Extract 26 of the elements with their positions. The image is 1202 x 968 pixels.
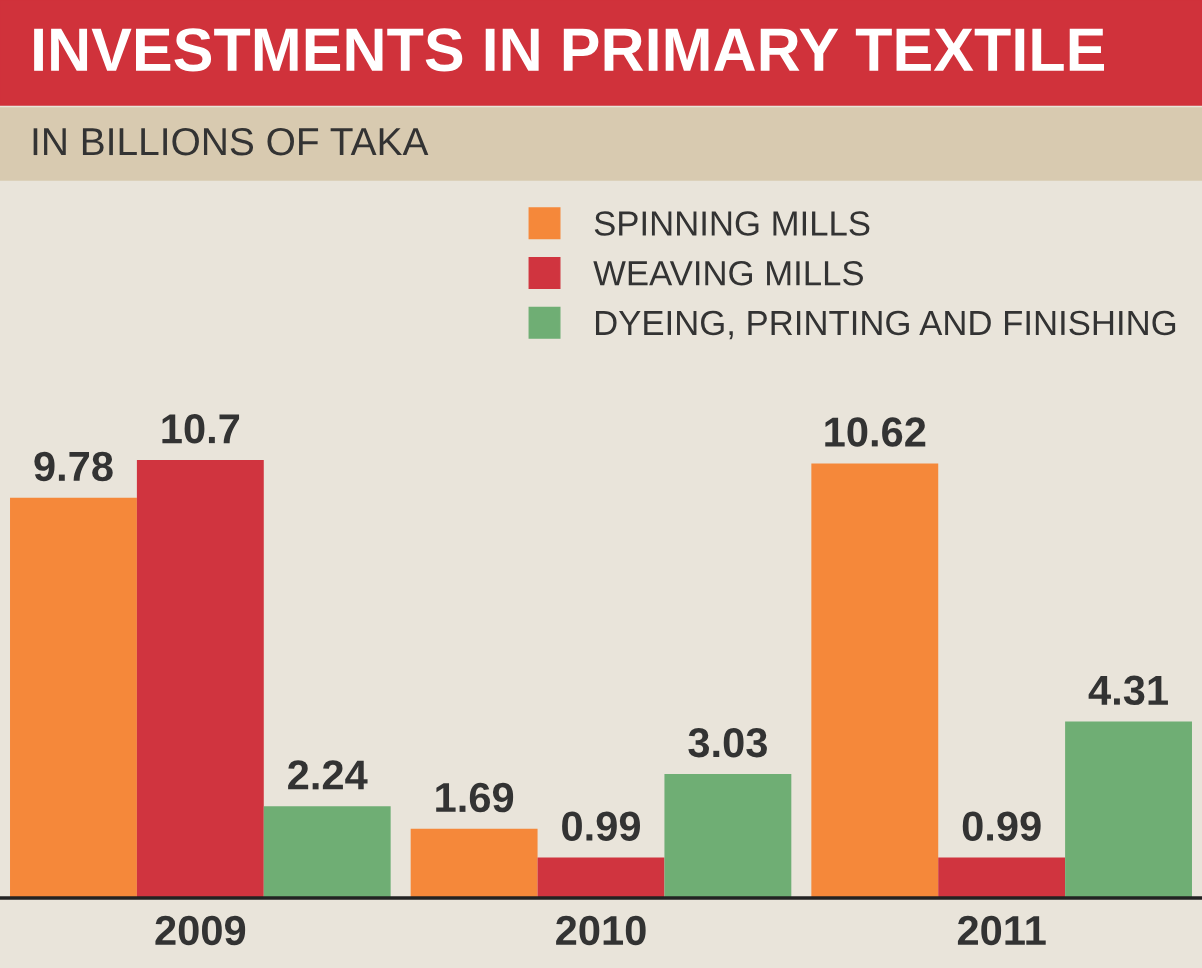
data-label: 9.78 [34,451,113,482]
data-label: 4.31 [1088,675,1168,706]
legend-label: SPINNING MILLS [594,211,870,236]
bar [263,806,391,898]
bar [938,857,1066,898]
legend-label: DYEING, PRINTING AND FINISHING [595,310,1176,340]
legend-label: WEAVING MILLS [593,260,863,286]
x-tick-label: 2011 [957,915,1046,946]
data-label: 0.99 [962,811,1041,841]
x-tick-label: 2009 [155,915,246,946]
data-label: 10.62 [825,417,926,447]
bar [410,828,538,898]
x-tick-label: 2010 [556,915,646,946]
bar [664,774,792,898]
data-label: 0.99 [562,811,641,841]
bar [537,857,665,898]
data-label: 3.03 [688,727,767,758]
bar [136,460,264,898]
bar [1065,721,1192,898]
bar [811,463,939,898]
data-label: 1.69 [436,782,514,813]
chart-subtitle: IN BILLIONS OF TAKA [33,127,429,156]
data-label: 2.24 [288,760,368,790]
data-label: 10.7 [162,414,240,444]
bar [10,497,137,898]
chart-title: INVESTMENTS IN PRIMARY TEXTILE [34,28,1105,72]
